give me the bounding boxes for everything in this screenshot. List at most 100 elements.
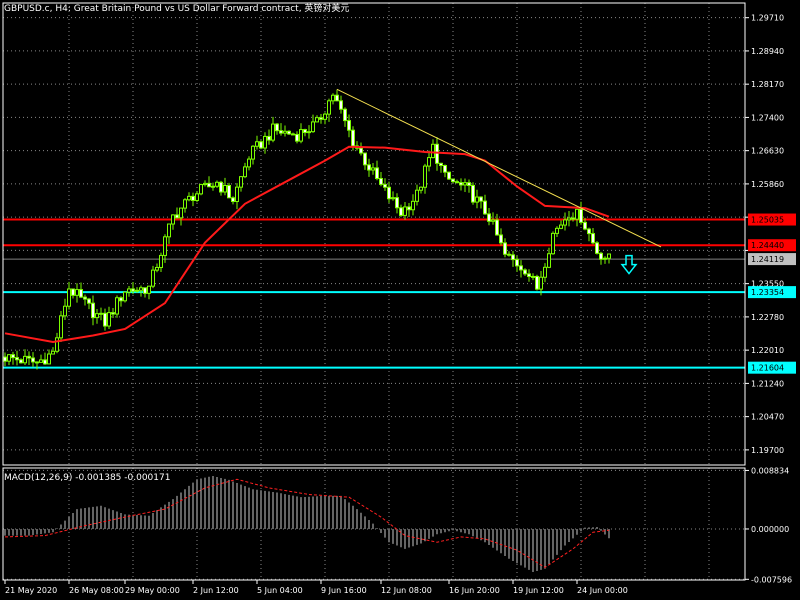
candle-body [335,94,339,102]
candle-body [83,296,87,300]
candle-body [263,135,267,149]
candle-body [503,242,507,255]
candle-body [415,189,419,202]
candle-body [471,184,475,203]
price-tick-label: 1.28940 [751,47,784,56]
candle-body [439,162,443,167]
candle-body [151,269,155,287]
macd-axis[interactable]: 0.008834 0.000000 -0.007596 [745,466,792,584]
candle-body [399,207,403,216]
candle-body [443,165,447,173]
candle-body [431,143,435,159]
candle-body [227,185,231,199]
candle-body [239,176,243,188]
candle-body [575,208,579,220]
candle-body [255,141,259,147]
candle-body [63,305,67,317]
candle-body [7,354,11,362]
candle-body [543,266,547,278]
candle-body [195,193,199,201]
candle-body [587,228,591,235]
time-tick-label: 16 Jun 20:00 [449,586,500,595]
candle-body [127,288,131,293]
candle-body [35,361,39,364]
price-tick-label: 1.29710 [751,14,784,23]
candle-body [131,288,135,292]
candle-body [15,357,19,361]
candle-body [171,214,175,225]
trendline[interactable] [336,88,662,248]
candle-body [527,273,531,278]
candle-body [539,276,543,290]
candle-body [375,167,379,179]
time-tick-label: 9 Jun 16:00 [321,586,367,595]
candle-body [367,164,371,171]
candle-body [51,350,55,355]
candle-body [475,196,479,203]
candle-body [595,242,599,254]
candle-body [139,287,143,291]
candle-body [467,182,471,186]
candle-body [299,129,303,142]
grid [3,3,745,580]
time-axis[interactable]: 21 May 2020 26 May 08:00 29 May 00:00 2 Jun… [4,580,628,595]
candle-body [223,185,227,193]
candle-body [599,252,603,260]
candle-body [455,181,459,184]
candle-body [515,259,519,267]
candle-body [179,207,183,219]
candle-body [419,186,423,191]
candle-body [607,253,611,259]
candle-body [163,236,167,256]
candle-body [491,219,495,222]
price-tags: 1.25035 1.24440 1.23354 1.21604 1.24119 [748,213,796,374]
level-price-tag-bg [748,213,796,226]
candle-body [311,121,315,133]
candle-body [279,130,283,134]
candle-body [343,108,347,122]
candle-body [423,165,427,188]
candle-body [67,288,71,307]
candle-body [331,94,335,102]
price-tick-label: 1.26630 [751,147,784,156]
candle-body [383,183,387,188]
sell-arrow-icon [620,254,638,275]
candle-body [511,254,515,261]
time-tick-label: 2 Jun 12:00 [193,586,239,595]
candle-body [243,166,247,178]
price-axis[interactable]: 1.29710 1.28940 1.28170 1.27400 1.26630 1.258… [745,14,784,455]
candle-body [143,287,147,294]
candle-body [495,219,499,236]
price-tick-label: 1.21240 [751,379,784,388]
candle-body [271,123,275,141]
candle-body [531,275,535,278]
candle-body [391,197,395,200]
candle-body [119,297,123,302]
level-price-tag: 1.23354 [751,288,784,297]
candle-body [571,217,575,220]
candle-body [411,200,415,211]
candle-body [31,357,35,363]
price-tick-label: 1.27400 [751,113,784,122]
signal-line [4,478,610,569]
candle-body [11,354,15,359]
time-tick-label: 24 Jun 00:00 [577,586,628,595]
candle-body [187,195,191,201]
candle-body [339,100,343,110]
candle-body [567,217,571,221]
current-price-tag-bg [748,253,796,266]
candle-body [435,143,439,164]
trendline-line[interactable] [336,88,662,248]
candle-body [359,147,363,154]
candle-body [563,219,567,226]
candle-body [275,123,279,132]
macd-title: MACD(12,26,9) -0.001385 -0.000171 [4,473,170,483]
candle-body [147,285,151,294]
macd-pane-frame [2,467,746,581]
candle-body [351,129,355,147]
chart-title: GBPUSD.c, H4: Great Britain Pound vs US … [4,2,349,14]
candle-body [27,355,31,359]
candle-body [283,130,287,134]
candle-body [91,302,95,319]
